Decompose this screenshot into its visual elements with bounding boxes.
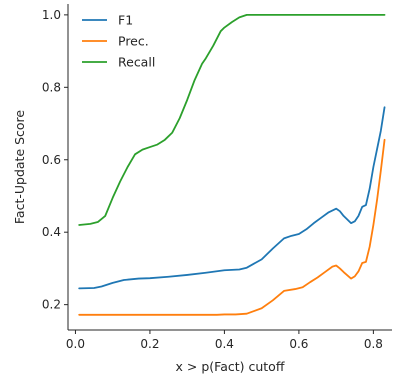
legend-label: Prec. [118,34,149,49]
y-axis-label: Fact-Update Score [12,110,27,225]
plot-area: 0.0 0.2 0.4 0.6 0.8 0.2 0.4 0.6 0.8 1.0 [42,4,392,351]
x-ticks: 0.0 0.2 0.4 0.6 0.8 [66,330,383,351]
series-line-recall [78,13,386,226]
y-tick-label: 0.4 [42,225,61,239]
x-tick-label: 0.0 [66,337,85,351]
series-line-prec [78,138,386,316]
series-layer [78,13,386,316]
legend: F1 Prec. Recall [82,13,155,70]
x-tick-label: 0.8 [364,337,383,351]
y-tick-label: 0.6 [42,153,61,167]
x-tick-label: 0.2 [140,337,159,351]
x-tick-label: 0.6 [289,337,308,351]
x-tick-label: 0.4 [215,337,234,351]
y-ticks: 0.2 0.4 0.6 0.8 1.0 [42,8,68,312]
y-tick-label: 1.0 [42,8,61,22]
y-tick-label: 0.8 [42,80,61,94]
legend-label: F1 [118,13,133,28]
legend-label: Recall [118,55,155,70]
x-axis-label: x > p(Fact) cutoff [176,359,285,374]
y-tick-label: 0.2 [42,298,61,312]
series-line-f1 [78,106,386,290]
